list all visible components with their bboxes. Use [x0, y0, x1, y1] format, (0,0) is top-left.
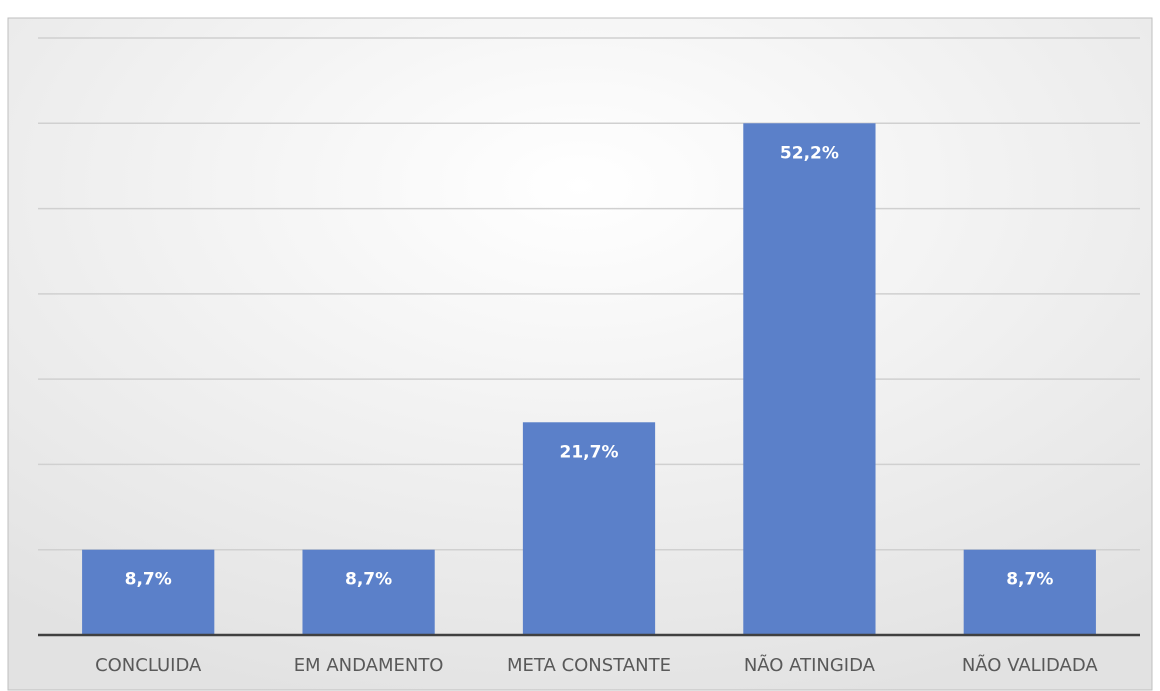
x-tick-label: CONCLUIDA — [95, 655, 202, 676]
data-label: 8,7% — [345, 570, 392, 590]
data-label: 52,2% — [780, 143, 839, 163]
x-tick-label: NÃO ATINGIDA — [744, 654, 876, 676]
data-label: 21,7% — [560, 442, 619, 462]
bar — [963, 549, 1096, 635]
x-tick-label: META CONSTANTE — [507, 655, 671, 676]
x-tick-label: NÃO VALIDADA — [962, 654, 1099, 676]
data-label: 8,7% — [125, 570, 172, 590]
bar — [302, 549, 435, 635]
bar — [743, 123, 876, 636]
bar — [82, 549, 215, 635]
data-label: 8,7% — [1006, 570, 1053, 590]
bar — [522, 422, 656, 635]
x-tick-label: EM ANDAMENTO — [294, 655, 444, 676]
